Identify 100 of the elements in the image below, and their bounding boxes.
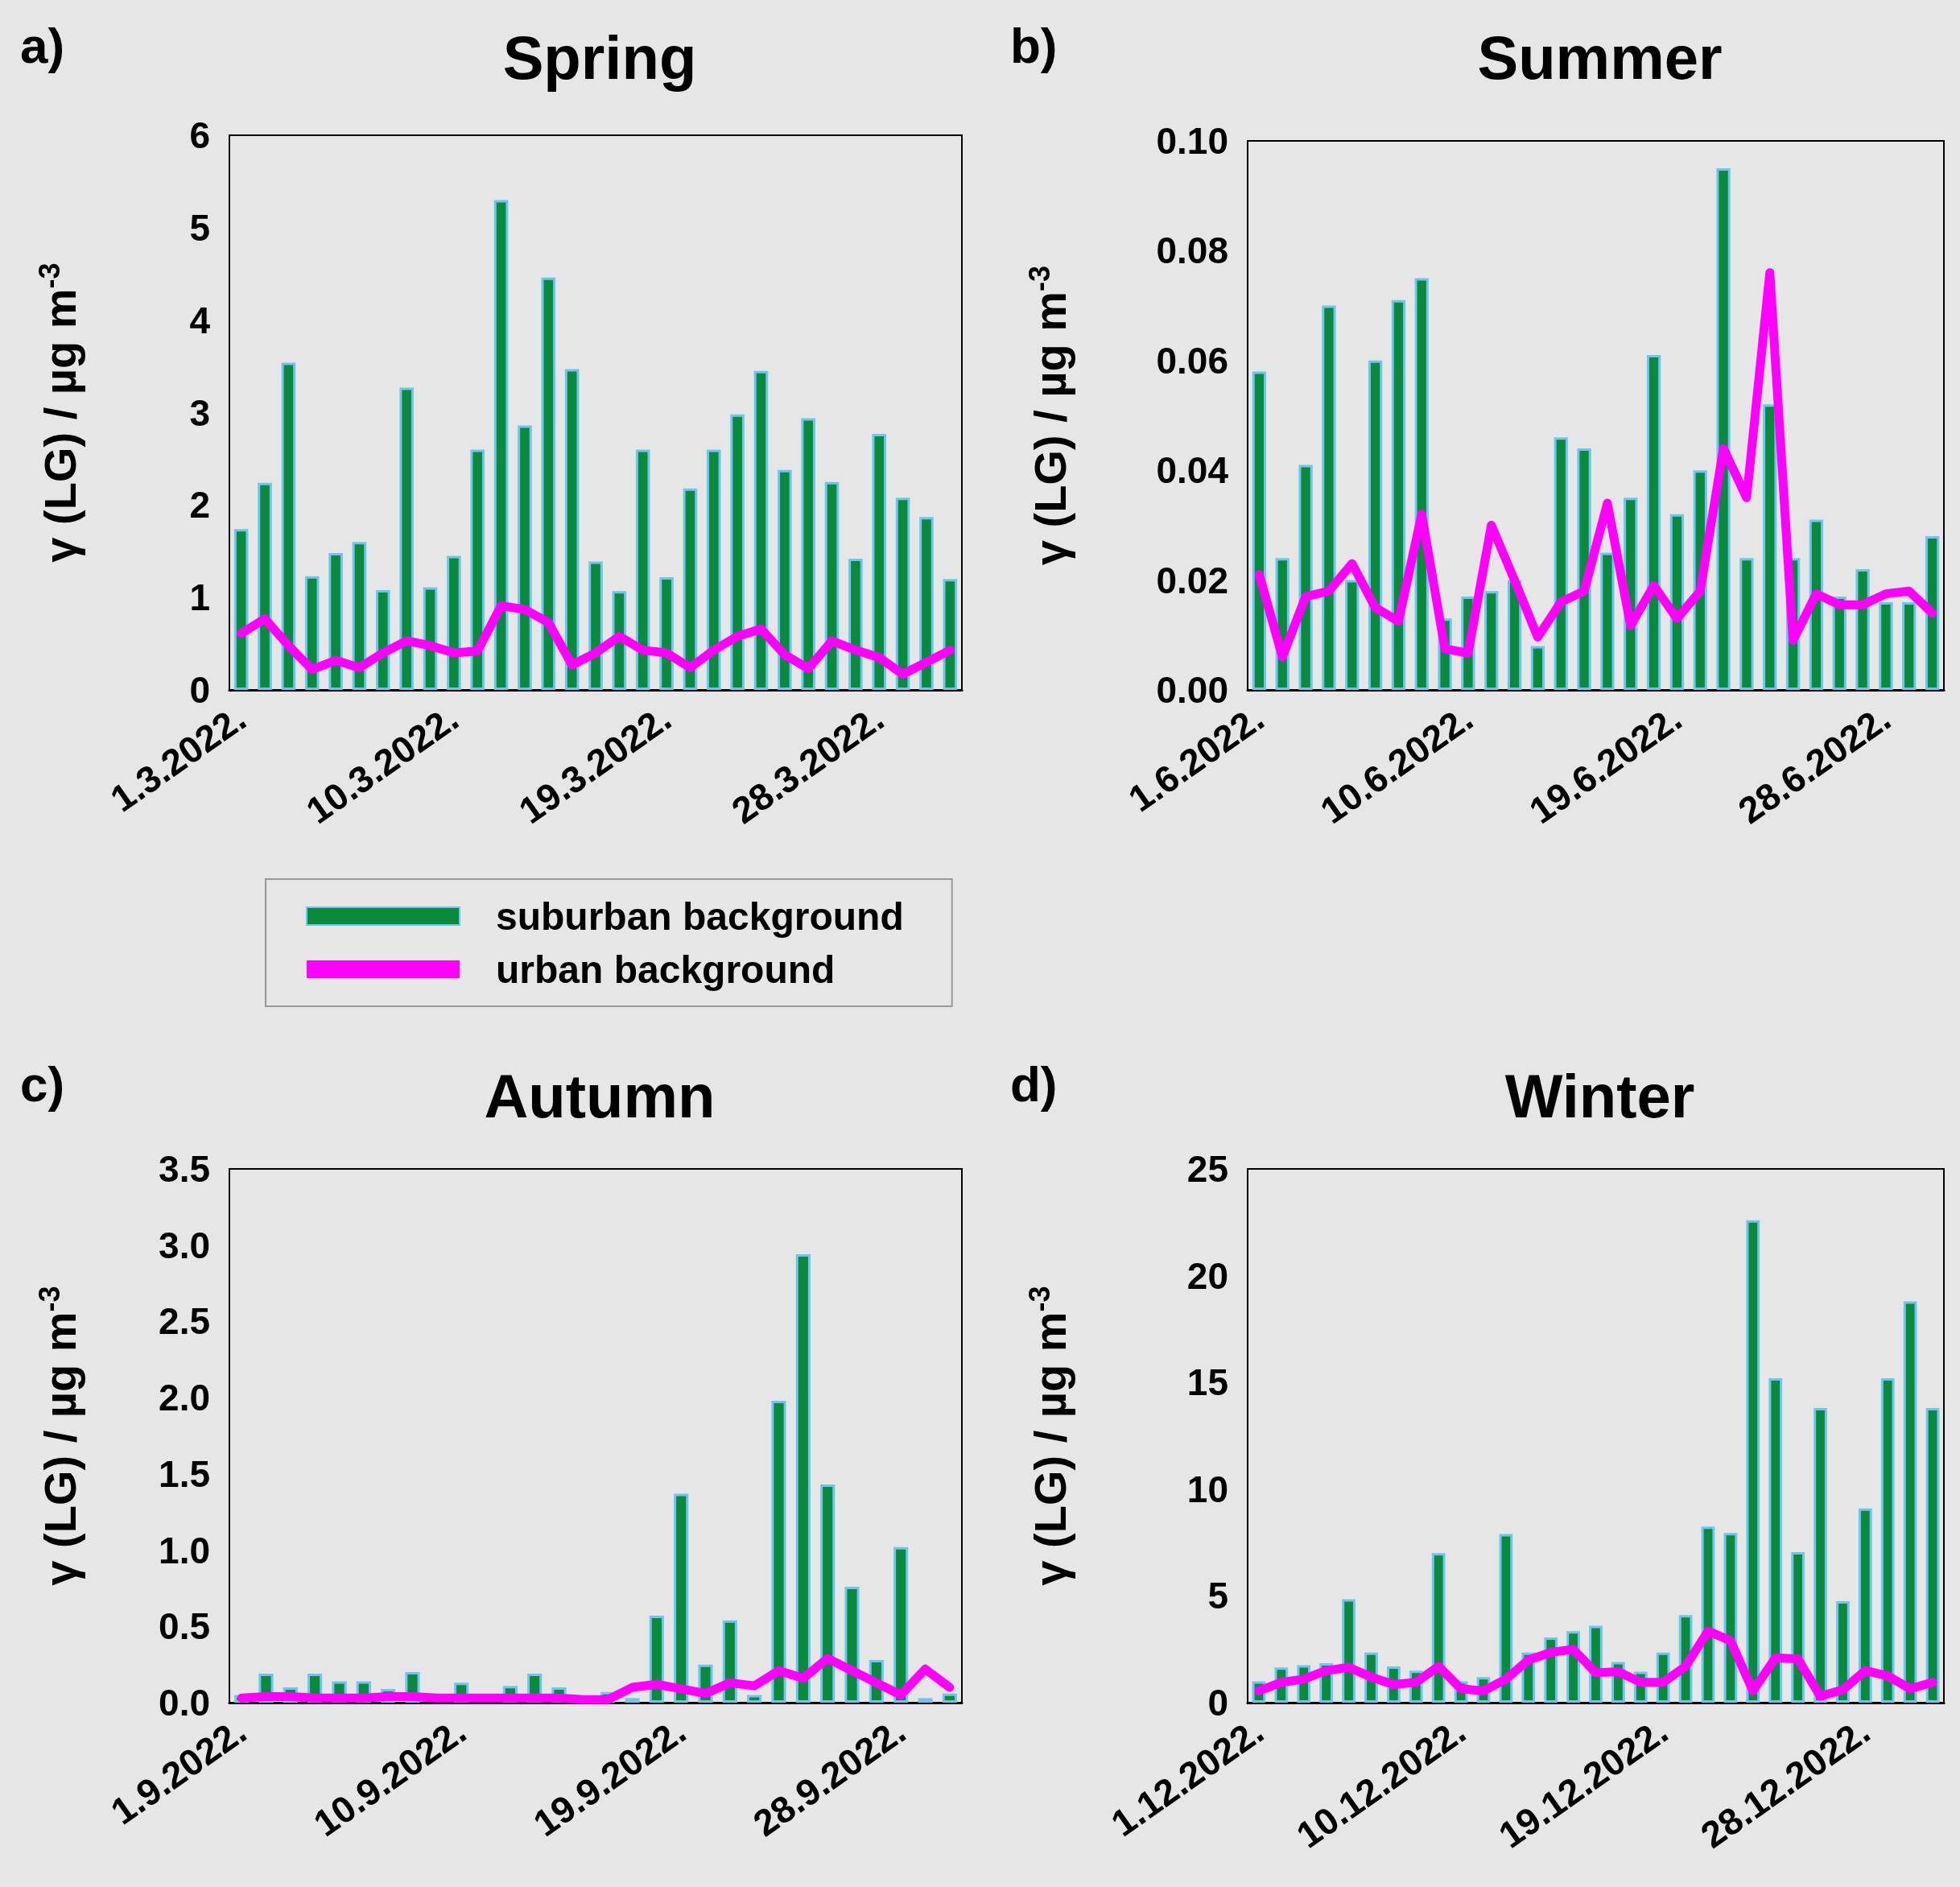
bar	[1814, 1408, 1827, 1703]
bar	[795, 1254, 811, 1703]
y-tick-label: 25	[1186, 1148, 1228, 1190]
bar	[1903, 1301, 1917, 1703]
bar	[1252, 371, 1267, 690]
bar	[1499, 1534, 1513, 1703]
y-axis-title: γ (LG) / µg m-3	[32, 262, 85, 563]
bar	[1925, 536, 1940, 690]
chart-title: Winter	[1504, 1061, 1695, 1130]
bar	[493, 200, 509, 690]
bar	[918, 1698, 933, 1703]
y-tick-label: 0	[1207, 1682, 1228, 1724]
text: a)	[20, 17, 65, 73]
y-tick-label: 1.5	[159, 1452, 210, 1495]
bar	[893, 1546, 909, 1703]
text: c)	[20, 1055, 65, 1112]
bar	[518, 425, 532, 690]
bar	[1646, 354, 1661, 690]
y-tick-label: 10	[1186, 1468, 1228, 1510]
y-tick-label: 0.06	[1156, 339, 1228, 382]
bar	[1925, 1408, 1940, 1703]
y-tick-label: 20	[1186, 1254, 1228, 1297]
bar	[1431, 1553, 1446, 1703]
y-tick-label: 6	[189, 114, 210, 156]
bar	[820, 1484, 836, 1703]
bar	[1484, 591, 1499, 690]
y-tick-label: 0	[189, 669, 210, 711]
bar	[872, 433, 887, 690]
bar	[1345, 580, 1360, 690]
y-axis-title: γ (LG) / µg m-3	[1022, 265, 1075, 566]
y-tick-label: 0.0	[159, 1682, 210, 1724]
legend-label: suburban background	[496, 894, 904, 938]
bar	[1298, 465, 1313, 690]
y-tick-label: 4	[189, 299, 211, 341]
y-axis-title: γ (LG) / µg m-3	[32, 1286, 85, 1586]
bar	[771, 1400, 786, 1703]
bar	[844, 1587, 860, 1703]
y-axis-title: γ (LG) / µg m-3	[1022, 1286, 1075, 1586]
bar	[470, 449, 485, 690]
bar	[1391, 299, 1406, 690]
chart-title: Spring	[502, 23, 697, 92]
bar	[258, 482, 272, 690]
bar	[447, 555, 461, 690]
bar	[588, 561, 603, 690]
bar	[1577, 448, 1591, 690]
bar	[1600, 552, 1615, 690]
bar	[399, 387, 414, 690]
y-tick-label: 0.08	[1156, 229, 1228, 272]
bar	[352, 542, 367, 690]
y-tick-label: 3.5	[159, 1148, 210, 1190]
y-tick-label: 3.0	[159, 1224, 210, 1266]
text: b)	[1010, 17, 1058, 73]
bar	[1669, 514, 1685, 690]
bar	[1763, 404, 1777, 690]
y-tick-label: 0.5	[159, 1605, 210, 1648]
bar	[942, 1693, 957, 1703]
text: d)	[1010, 1055, 1058, 1112]
y-tick-label: 0.00	[1156, 669, 1228, 711]
bar	[635, 449, 650, 690]
y-tick-label: 5	[189, 206, 210, 249]
bar	[1880, 1377, 1895, 1703]
y-tick-label: 3	[189, 391, 210, 434]
y-tick-label: 0.10	[1156, 120, 1228, 162]
bar	[801, 418, 815, 690]
chart-title: Autumn	[484, 1061, 716, 1130]
legend-label: urban background	[496, 948, 836, 991]
bar	[1342, 1599, 1355, 1703]
bar	[1809, 519, 1824, 690]
bar	[747, 1695, 762, 1703]
bar	[674, 1493, 689, 1703]
bar	[328, 553, 343, 690]
bar	[1879, 601, 1893, 690]
bar	[919, 517, 934, 690]
bar	[1746, 1220, 1760, 1703]
bar	[564, 369, 580, 690]
bar	[778, 469, 792, 690]
bar	[1791, 1552, 1805, 1703]
bar	[706, 449, 721, 690]
bar	[730, 414, 745, 690]
bar	[233, 529, 249, 690]
bar	[848, 558, 863, 690]
bar	[625, 1698, 640, 1703]
bar	[1858, 1508, 1872, 1703]
bar	[1902, 601, 1917, 690]
bar	[281, 362, 296, 690]
bar	[659, 576, 674, 690]
y-tick-label: 1	[189, 576, 210, 619]
bar	[1855, 568, 1870, 690]
y-tick-label: 1.0	[159, 1529, 210, 1571]
bar	[1716, 168, 1731, 690]
y-tick-label: 2.0	[159, 1377, 210, 1419]
bar	[895, 498, 910, 690]
bar	[824, 481, 840, 690]
bar	[1768, 1377, 1783, 1703]
bar	[541, 277, 556, 690]
bar	[1530, 646, 1545, 690]
bar	[753, 370, 769, 690]
chart-title: Summer	[1477, 23, 1723, 92]
y-tick-label: 2	[189, 484, 210, 526]
y-tick-label: 2.5	[159, 1300, 210, 1343]
